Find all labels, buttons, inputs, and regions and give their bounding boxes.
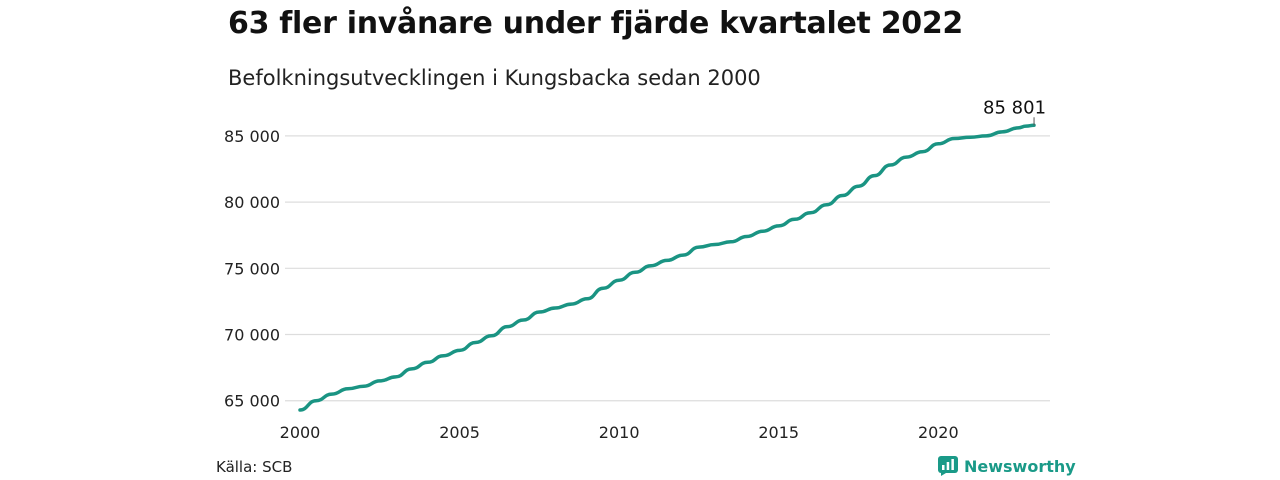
y-tick-label: 65 000 — [224, 392, 280, 411]
x-axis-tick-labels: 2000 2005 2010 2015 2020 — [280, 423, 959, 442]
series-layer — [298, 123, 1036, 412]
x-tick-label: 2005 — [439, 423, 480, 442]
end-value-label: 85 801 — [983, 97, 1046, 118]
y-tick-label: 85 000 — [224, 127, 280, 146]
x-tick-label: 2000 — [280, 423, 321, 442]
annotation-layer: 85 801 — [983, 97, 1046, 126]
brand-logo: Newsworthy — [938, 456, 1076, 476]
series-line — [298, 123, 1036, 412]
chart-title: 63 fler invånare under fjärde kvartalet … — [228, 6, 963, 41]
source-note: Källa: SCB — [216, 458, 293, 476]
y-tick-label: 70 000 — [224, 326, 280, 345]
x-tick-label: 2010 — [599, 423, 640, 442]
chart-subtitle: Befolkningsutvecklingen i Kungsbacka sed… — [228, 66, 761, 90]
brand-name: Newsworthy — [964, 456, 1076, 476]
y-axis-tick-labels: 65 000 70 000 75 000 80 000 85 000 — [224, 127, 280, 411]
x-tick-label: 2015 — [758, 423, 799, 442]
x-tick-label: 2020 — [918, 423, 959, 442]
grid-lines — [285, 135, 1050, 402]
y-tick-label: 75 000 — [224, 259, 280, 278]
y-tick-label: 80 000 — [224, 193, 280, 212]
newsworthy-logo-icon — [938, 456, 958, 476]
